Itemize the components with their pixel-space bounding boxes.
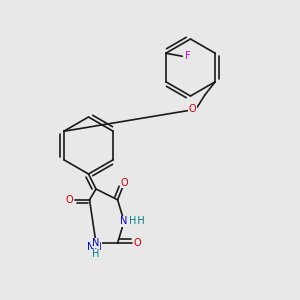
Text: O: O <box>189 104 196 114</box>
Text: O: O <box>121 178 128 188</box>
Text: H: H <box>130 215 137 226</box>
Text: O: O <box>66 195 74 205</box>
Text: N: N <box>120 216 128 226</box>
Text: NH: NH <box>87 242 102 253</box>
Text: O: O <box>134 238 141 248</box>
Text: N: N <box>92 238 100 248</box>
Text: F: F <box>185 51 191 61</box>
Text: NH: NH <box>130 216 145 226</box>
Text: H: H <box>92 249 100 259</box>
